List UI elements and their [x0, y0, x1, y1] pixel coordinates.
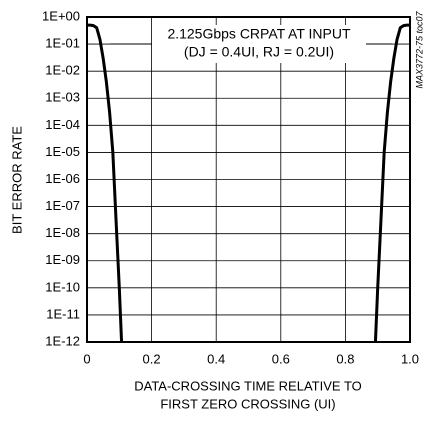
y-tick-label: 1E-04: [45, 117, 80, 132]
curve: [373, 23, 410, 343]
y-tick-label: 1E-03: [45, 90, 80, 105]
plot-frame: [86, 16, 411, 343]
figure-note: MAX3772-75 toc07: [414, 10, 424, 88]
x-axis-label: DATA-CROSSING TIME RELATIVE TO: [134, 378, 362, 393]
y-tick-label: 1E+00: [42, 8, 80, 23]
x-tick-label: 1.0: [401, 351, 419, 366]
y-tick-label: 1E-06: [45, 171, 80, 186]
x-tick-label: 0.8: [336, 351, 354, 366]
y-tick-label: 1E-10: [45, 279, 80, 294]
y-tick-label: 1E-02: [45, 63, 80, 78]
x-axis-label: FIRST ZERO CROSSING (UI): [160, 396, 335, 411]
y-tick-label: 1E-07: [45, 198, 80, 213]
annotation-box: [152, 25, 366, 63]
curve: [87, 23, 124, 343]
x-tick-label: 0.6: [272, 351, 290, 366]
y-tick-label: 1E-09: [45, 252, 80, 267]
x-tick-label: 0: [83, 351, 90, 366]
y-tick-label: 1E-11: [46, 306, 80, 321]
y-tick-label: 1E-01: [45, 36, 80, 51]
y-tick-label: 1E-05: [45, 144, 80, 159]
x-tick-label: 0.2: [143, 351, 161, 366]
y-axis-label: BIT ERROR RATE: [9, 126, 24, 234]
x-tick-label: 0.4: [207, 351, 225, 366]
annotation: 2.125Gbps CRPAT AT INPUT: [167, 26, 351, 42]
annotation: (DJ = 0.4UI, RJ = 0.2UI): [184, 44, 334, 60]
y-tick-label: 1E-12: [45, 333, 80, 348]
y-tick-label: 1E-08: [45, 225, 80, 240]
